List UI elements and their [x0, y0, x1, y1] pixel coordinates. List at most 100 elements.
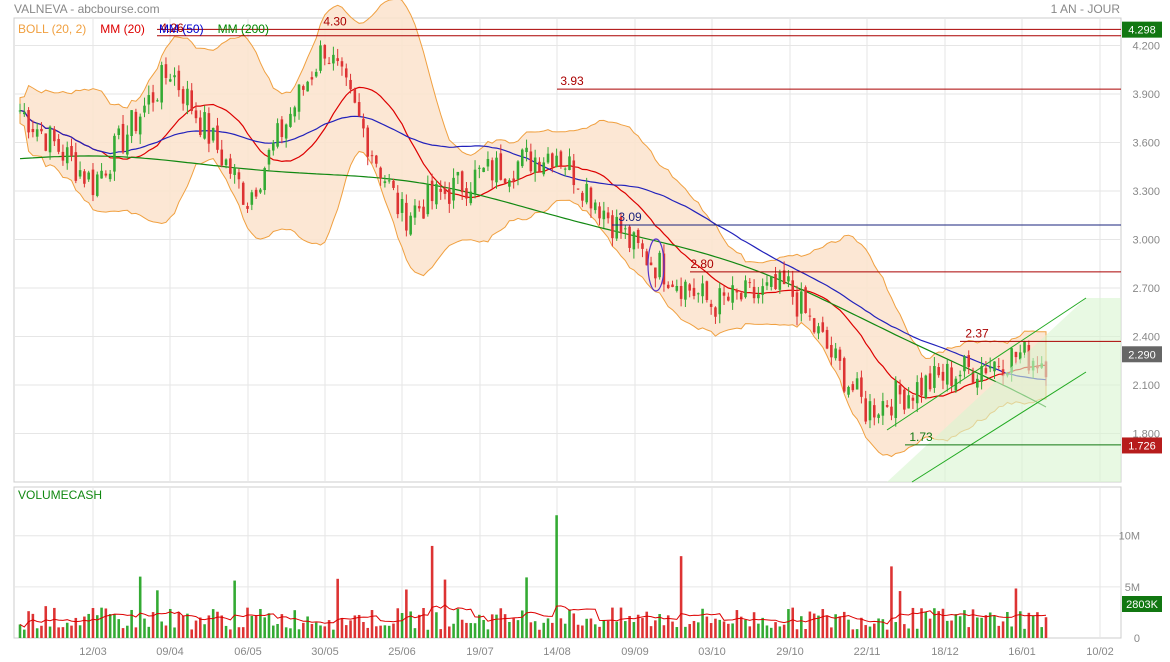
volume-bar [658, 614, 661, 638]
date-tick-label: 25/06 [388, 646, 416, 658]
volume-bar [1040, 627, 1043, 638]
candle-body [503, 178, 507, 184]
volume-bar [70, 625, 73, 638]
candle-body [997, 366, 1001, 368]
price-tick-label: 2.400 [1132, 331, 1160, 343]
volume-bar [323, 626, 327, 638]
volume-bar [293, 610, 297, 638]
volume-bar [795, 629, 799, 638]
volume-bar [812, 613, 816, 638]
candle-body [1023, 341, 1026, 353]
volume-bar [18, 624, 22, 638]
volume-bar [851, 629, 855, 638]
candle-body [40, 128, 43, 132]
volume-bar [177, 612, 181, 638]
candle-body [963, 356, 966, 372]
candle-body [486, 158, 490, 167]
period-label[interactable]: 1 AN - JOUR [1050, 2, 1120, 16]
volume-bar [74, 617, 78, 638]
volume-bar [615, 621, 618, 638]
volume-bar [126, 625, 129, 638]
volume-bar [147, 626, 151, 638]
candle-body [302, 86, 305, 90]
volume-bar [602, 619, 606, 638]
candle-body [164, 64, 168, 78]
volume-label: VOLUMECASH [18, 488, 102, 502]
candle-body [898, 385, 902, 395]
candle-body [203, 112, 206, 139]
volume-bar [495, 614, 498, 638]
date-tick-label: 16/01 [1008, 646, 1036, 658]
candle-body [469, 191, 473, 204]
candle-body [915, 382, 919, 404]
candle-body [551, 153, 554, 168]
candle-body [452, 177, 455, 201]
volume-bar [211, 609, 215, 638]
candle-body [748, 282, 752, 284]
volume-bar [645, 611, 649, 638]
candle-body [516, 161, 520, 180]
price-tag-label: 2.290 [1128, 349, 1156, 361]
candle-body [413, 205, 417, 218]
candle-body [173, 75, 176, 78]
volume-bar [302, 622, 305, 638]
volume-bar [284, 627, 288, 638]
volume-bar [113, 614, 116, 638]
axes: 1.8002.1002.4002.7003.0003.3003.6003.900… [18, 21, 1162, 658]
volume-bar [156, 590, 159, 638]
candle-body [568, 156, 571, 171]
price-tag [1122, 21, 1162, 38]
chart-overlays: 4.26 4.30 3.93 3.09 2.80 2.37 1.73 [157, 14, 1121, 483]
candle-body [842, 358, 846, 392]
candle-body [306, 81, 309, 92]
candle-body [684, 281, 687, 300]
volume-bar [490, 614, 494, 638]
volume-bar [409, 611, 412, 638]
candle-body [847, 386, 850, 395]
candle-body [177, 70, 181, 91]
volume-bar [336, 578, 339, 638]
volume-frame [13, 486, 1122, 639]
volume-bar [963, 610, 966, 638]
volume-bar [452, 623, 455, 638]
volume-bar [387, 625, 391, 638]
volume-bar [100, 607, 103, 638]
volume-bar [512, 618, 515, 638]
bollinger-band-area [19, 0, 1047, 458]
date-tick-label: 06/05 [234, 646, 262, 658]
candle-body [722, 292, 726, 296]
candle-body [928, 373, 932, 390]
volume-bar [91, 608, 95, 638]
volume-bar [1036, 612, 1039, 638]
candle-body [581, 192, 584, 201]
volume-bar [542, 622, 546, 638]
candle-body [834, 348, 837, 359]
candle-body [958, 374, 962, 377]
volume-bar [61, 627, 65, 638]
volume-bar [894, 622, 898, 638]
volume-bar [611, 607, 614, 638]
volume-bar [1044, 617, 1048, 638]
candle-body [254, 189, 258, 197]
volume-bar [838, 616, 842, 638]
volume-bar [65, 622, 69, 638]
volume-tag-label: 2803K [1126, 599, 1158, 611]
candle-body [984, 368, 988, 374]
volume-bar [1001, 621, 1005, 638]
candle-body [988, 366, 992, 369]
volume-bar [306, 616, 309, 638]
volume-bar [941, 608, 945, 638]
volume-bar [714, 618, 717, 638]
volume-bar [924, 611, 928, 638]
candle-body [357, 102, 361, 116]
candle-body [490, 160, 494, 181]
volume-bar [804, 629, 807, 638]
volume-bar [744, 619, 747, 638]
volume-bar [769, 627, 773, 638]
candle-body [53, 129, 56, 142]
candle-body [649, 262, 653, 266]
volume-bar [967, 627, 971, 638]
candle-body [31, 128, 35, 133]
volume-bar [847, 619, 850, 638]
